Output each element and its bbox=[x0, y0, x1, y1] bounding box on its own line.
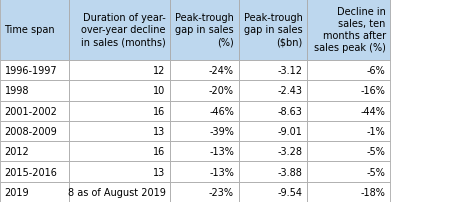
Bar bbox=[238, 0, 307, 61]
Text: 10: 10 bbox=[153, 86, 166, 96]
Bar bbox=[69, 101, 170, 121]
Text: -1%: -1% bbox=[367, 126, 386, 136]
Text: -46%: -46% bbox=[209, 106, 234, 116]
Bar bbox=[307, 162, 390, 182]
Text: -16%: -16% bbox=[361, 86, 386, 96]
Bar bbox=[238, 121, 307, 141]
Bar bbox=[307, 0, 390, 61]
Bar bbox=[170, 81, 238, 101]
Bar bbox=[69, 162, 170, 182]
Text: -3.12: -3.12 bbox=[277, 66, 302, 76]
Bar bbox=[307, 121, 390, 141]
Bar bbox=[0, 141, 69, 162]
Bar bbox=[238, 162, 307, 182]
Text: 2001-2002: 2001-2002 bbox=[4, 106, 58, 116]
Bar bbox=[69, 182, 170, 202]
Bar bbox=[69, 141, 170, 162]
Text: Peak-trough
gap in sales
($bn): Peak-trough gap in sales ($bn) bbox=[243, 13, 302, 47]
Text: -24%: -24% bbox=[209, 66, 234, 76]
Text: -9.01: -9.01 bbox=[278, 126, 302, 136]
Text: -3.28: -3.28 bbox=[277, 146, 302, 157]
Bar bbox=[69, 61, 170, 81]
Text: -2.43: -2.43 bbox=[277, 86, 302, 96]
Bar bbox=[69, 81, 170, 101]
Text: -6%: -6% bbox=[367, 66, 386, 76]
Text: -23%: -23% bbox=[209, 187, 234, 197]
Bar bbox=[307, 182, 390, 202]
Bar bbox=[238, 81, 307, 101]
Bar bbox=[170, 182, 238, 202]
Text: -20%: -20% bbox=[209, 86, 234, 96]
Text: 2019: 2019 bbox=[4, 187, 29, 197]
Text: 13: 13 bbox=[153, 167, 166, 177]
Bar bbox=[0, 0, 69, 61]
Text: -18%: -18% bbox=[361, 187, 386, 197]
Text: -39%: -39% bbox=[209, 126, 234, 136]
Bar bbox=[238, 61, 307, 81]
Text: Time span: Time span bbox=[4, 25, 55, 35]
Text: -9.54: -9.54 bbox=[277, 187, 302, 197]
Bar bbox=[170, 141, 238, 162]
Text: Decline in
sales, ten
months after
sales peak (%): Decline in sales, ten months after sales… bbox=[314, 7, 386, 53]
Text: 12: 12 bbox=[153, 66, 166, 76]
Bar bbox=[0, 61, 69, 81]
Bar bbox=[170, 121, 238, 141]
Text: Peak-trough
gap in sales
(%): Peak-trough gap in sales (%) bbox=[175, 13, 234, 47]
Text: 1996-1997: 1996-1997 bbox=[4, 66, 57, 76]
Bar bbox=[0, 101, 69, 121]
Text: -44%: -44% bbox=[361, 106, 386, 116]
Text: 16: 16 bbox=[153, 106, 166, 116]
Bar bbox=[307, 141, 390, 162]
Text: 2012: 2012 bbox=[4, 146, 29, 157]
Text: -5%: -5% bbox=[367, 146, 386, 157]
Bar bbox=[307, 81, 390, 101]
Bar bbox=[170, 101, 238, 121]
Text: 1998: 1998 bbox=[4, 86, 29, 96]
Bar bbox=[69, 121, 170, 141]
Bar bbox=[170, 0, 238, 61]
Bar bbox=[238, 182, 307, 202]
Text: -13%: -13% bbox=[209, 146, 234, 157]
Text: 16: 16 bbox=[153, 146, 166, 157]
Bar bbox=[238, 101, 307, 121]
Text: -13%: -13% bbox=[209, 167, 234, 177]
Bar bbox=[307, 101, 390, 121]
Text: 8 as of August 2019: 8 as of August 2019 bbox=[68, 187, 166, 197]
Text: 13: 13 bbox=[153, 126, 166, 136]
Text: -8.63: -8.63 bbox=[278, 106, 302, 116]
Text: 2008-2009: 2008-2009 bbox=[4, 126, 57, 136]
Bar bbox=[0, 182, 69, 202]
Bar bbox=[69, 0, 170, 61]
Bar bbox=[170, 61, 238, 81]
Bar bbox=[0, 162, 69, 182]
Bar bbox=[170, 162, 238, 182]
Bar bbox=[307, 61, 390, 81]
Bar bbox=[0, 121, 69, 141]
Text: -5%: -5% bbox=[367, 167, 386, 177]
Text: 2015-2016: 2015-2016 bbox=[4, 167, 58, 177]
Text: -3.88: -3.88 bbox=[278, 167, 302, 177]
Text: Duration of year-
over-year decline
in sales (months): Duration of year- over-year decline in s… bbox=[81, 13, 166, 47]
Bar bbox=[0, 81, 69, 101]
Bar bbox=[238, 141, 307, 162]
